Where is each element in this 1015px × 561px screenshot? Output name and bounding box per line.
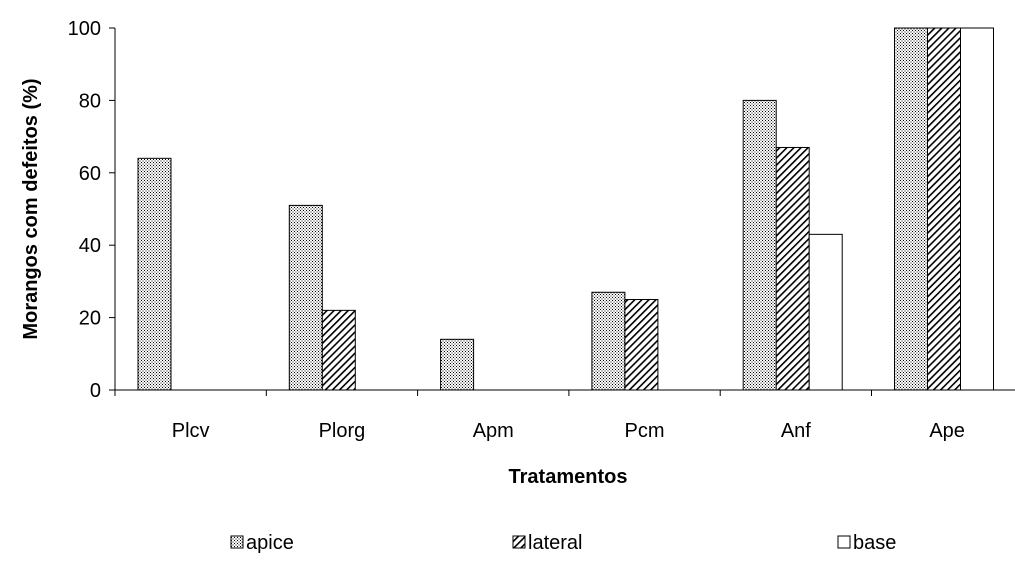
x-tick-label: Anf bbox=[781, 420, 811, 442]
x-tick-label: Plcv bbox=[172, 420, 210, 442]
legend-swatch bbox=[230, 535, 244, 549]
legend-label: apice bbox=[246, 532, 294, 554]
x-tick-label: Plorg bbox=[319, 420, 366, 442]
y-tick-label: 20 bbox=[79, 308, 101, 330]
legend: apice lateral base bbox=[230, 532, 896, 554]
bar-apice-pcm bbox=[591, 291, 626, 391]
y-tick-label: 100 bbox=[68, 18, 101, 40]
legend-item-lateral: lateral bbox=[512, 532, 582, 554]
x-tick-label: Pcm bbox=[625, 420, 665, 442]
bar-base-ape bbox=[960, 27, 994, 391]
legend-label: lateral bbox=[528, 532, 582, 554]
x-tick-label: Ape bbox=[929, 420, 965, 442]
y-axis-title: Morangos com defeitos (%) bbox=[20, 78, 42, 339]
y-tick-label: 80 bbox=[79, 90, 101, 112]
x-tick-label: Apm bbox=[473, 420, 514, 442]
legend-label: base bbox=[853, 532, 896, 554]
legend-swatch bbox=[837, 535, 851, 549]
bar-apice-plorg bbox=[288, 204, 323, 391]
y-axis-ticks: 0 20 40 60 80 100 bbox=[68, 18, 115, 402]
legend-item-base: base bbox=[837, 532, 896, 554]
legend-swatch bbox=[512, 535, 526, 549]
bar-apice-apm bbox=[440, 338, 475, 391]
plot-area: 0 20 40 60 80 100 Plcv Plorg Apm Pcm Anf Ape bbox=[68, 18, 1015, 442]
x-axis-title: Tratamentos bbox=[509, 466, 628, 488]
bar-lateral-pcm bbox=[624, 299, 659, 391]
y-tick-label: 60 bbox=[79, 163, 101, 185]
bar-base-anf bbox=[808, 233, 843, 391]
y-tick-label: 0 bbox=[90, 380, 101, 402]
bar-apice-anf bbox=[742, 99, 777, 391]
bar-apice-plcv bbox=[137, 157, 172, 391]
x-axis-ticks: Plcv Plorg Apm Pcm Anf Ape bbox=[114, 390, 965, 442]
bars-group bbox=[137, 27, 994, 391]
bar-lateral-anf bbox=[775, 146, 810, 391]
bar-lateral-plorg bbox=[321, 309, 356, 391]
y-tick-label: 40 bbox=[79, 235, 101, 257]
bar-lateral-ape bbox=[927, 27, 961, 391]
legend-item-apice: apice bbox=[230, 532, 294, 554]
bar-apice-ape bbox=[894, 27, 928, 391]
